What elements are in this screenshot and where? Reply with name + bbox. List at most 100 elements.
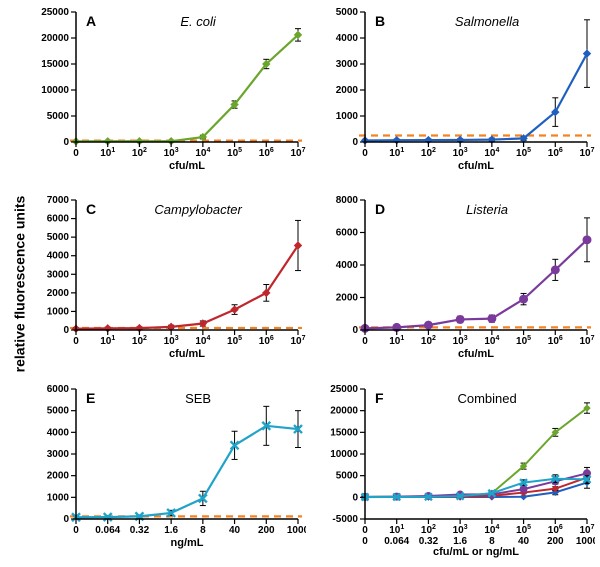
svg-text:20000: 20000 xyxy=(41,33,69,44)
svg-text:6000: 6000 xyxy=(47,384,70,395)
svg-text:cfu/mL: cfu/mL xyxy=(458,160,494,172)
svg-text:0: 0 xyxy=(73,336,79,347)
svg-text:2000: 2000 xyxy=(336,85,359,96)
svg-text:1000: 1000 xyxy=(287,525,306,536)
svg-text:1.6: 1.6 xyxy=(164,525,178,536)
svg-text:4000: 4000 xyxy=(336,260,359,271)
svg-text:cfu/mL: cfu/mL xyxy=(458,348,494,360)
svg-text:0: 0 xyxy=(352,492,358,503)
svg-text:D: D xyxy=(375,201,385,217)
svg-text:104: 104 xyxy=(484,335,499,347)
svg-text:0: 0 xyxy=(73,148,79,159)
svg-text:2000: 2000 xyxy=(47,288,70,299)
svg-text:200: 200 xyxy=(547,536,564,547)
svg-text:10000: 10000 xyxy=(41,85,69,96)
svg-text:102: 102 xyxy=(132,147,147,159)
svg-text:10000: 10000 xyxy=(330,449,358,460)
svg-text:107: 107 xyxy=(290,335,305,347)
svg-text:7000: 7000 xyxy=(47,195,70,206)
svg-text:ng/mL: ng/mL xyxy=(171,537,204,549)
svg-text:0: 0 xyxy=(362,525,368,536)
panel-a: 0500010000150002000025000010110210310410… xyxy=(28,4,307,186)
svg-text:0: 0 xyxy=(362,336,368,347)
svg-text:102: 102 xyxy=(421,524,436,536)
svg-text:4000: 4000 xyxy=(336,33,359,44)
svg-text:1000: 1000 xyxy=(576,536,595,547)
svg-text:107: 107 xyxy=(290,147,305,159)
svg-text:Campylobacter: Campylobacter xyxy=(154,202,242,217)
svg-text:0.064: 0.064 xyxy=(384,536,409,547)
svg-text:0: 0 xyxy=(63,514,69,525)
svg-text:15000: 15000 xyxy=(330,427,358,438)
svg-text:5000: 5000 xyxy=(336,7,359,18)
svg-text:B: B xyxy=(375,13,385,29)
svg-text:C: C xyxy=(86,201,96,217)
svg-text:106: 106 xyxy=(259,335,274,347)
svg-text:1000: 1000 xyxy=(336,111,359,122)
svg-text:2000: 2000 xyxy=(47,470,70,481)
svg-text:4000: 4000 xyxy=(47,427,70,438)
svg-text:102: 102 xyxy=(132,335,147,347)
panel-b: 0100020003000400050000101102103104105106… xyxy=(317,4,596,186)
svg-text:200: 200 xyxy=(258,525,275,536)
svg-text:101: 101 xyxy=(100,335,115,347)
svg-text:105: 105 xyxy=(227,147,242,159)
svg-text:105: 105 xyxy=(227,335,242,347)
svg-text:103: 103 xyxy=(453,147,468,159)
panel-c: 0100020003000400050006000700001011021031… xyxy=(28,192,307,374)
svg-text:106: 106 xyxy=(548,524,563,536)
svg-text:101: 101 xyxy=(389,335,404,347)
panel-grid: 0500010000150002000025000010110210310410… xyxy=(28,4,596,563)
svg-text:0: 0 xyxy=(352,137,358,148)
svg-text:15000: 15000 xyxy=(41,59,69,70)
svg-text:0.064: 0.064 xyxy=(95,525,120,536)
svg-text:5000: 5000 xyxy=(47,232,70,243)
svg-text:3000: 3000 xyxy=(336,59,359,70)
svg-text:105: 105 xyxy=(516,524,531,536)
svg-text:Combined: Combined xyxy=(457,391,516,406)
svg-text:0: 0 xyxy=(362,148,368,159)
svg-text:0: 0 xyxy=(63,325,69,336)
svg-text:cfu/mL: cfu/mL xyxy=(169,348,205,360)
svg-text:8: 8 xyxy=(200,525,206,536)
svg-text:101: 101 xyxy=(100,147,115,159)
svg-text:0.32: 0.32 xyxy=(130,525,150,536)
svg-text:5000: 5000 xyxy=(47,111,70,122)
svg-text:25000: 25000 xyxy=(41,7,69,18)
svg-text:1000: 1000 xyxy=(47,492,70,503)
svg-text:107: 107 xyxy=(579,335,594,347)
svg-text:105: 105 xyxy=(516,335,531,347)
svg-text:40: 40 xyxy=(229,525,241,536)
svg-text:E: E xyxy=(86,390,95,406)
panel-d: 020004000600080000101102103104105106107c… xyxy=(317,192,596,374)
svg-text:A: A xyxy=(86,13,96,29)
svg-text:101: 101 xyxy=(389,147,404,159)
svg-text:20000: 20000 xyxy=(330,405,358,416)
svg-text:Listeria: Listeria xyxy=(466,202,508,217)
svg-text:102: 102 xyxy=(421,335,436,347)
svg-text:3000: 3000 xyxy=(47,449,70,460)
svg-text:0: 0 xyxy=(73,525,79,536)
svg-text:3000: 3000 xyxy=(47,270,70,281)
svg-text:0: 0 xyxy=(362,536,368,547)
svg-text:107: 107 xyxy=(579,147,594,159)
svg-text:8000: 8000 xyxy=(336,195,359,206)
svg-text:106: 106 xyxy=(548,335,563,347)
svg-text:cfu/mL: cfu/mL xyxy=(169,160,205,172)
svg-text:104: 104 xyxy=(484,147,499,159)
svg-text:5000: 5000 xyxy=(336,470,359,481)
svg-text:6000: 6000 xyxy=(47,214,70,225)
svg-text:2000: 2000 xyxy=(336,293,359,304)
svg-text:104: 104 xyxy=(195,147,210,159)
svg-text:104: 104 xyxy=(484,524,499,536)
svg-text:105: 105 xyxy=(516,147,531,159)
svg-text:0: 0 xyxy=(63,137,69,148)
svg-text:E. coli: E. coli xyxy=(180,14,217,29)
svg-text:4000: 4000 xyxy=(47,251,70,262)
panel-f: -50000500010000150002000025000001010.064… xyxy=(317,381,596,563)
panel-e: 010002000300040005000600000.0640.321.684… xyxy=(28,381,307,563)
svg-text:101: 101 xyxy=(389,524,404,536)
svg-text:103: 103 xyxy=(453,524,468,536)
svg-text:102: 102 xyxy=(421,147,436,159)
svg-text:Salmonella: Salmonella xyxy=(455,14,519,29)
